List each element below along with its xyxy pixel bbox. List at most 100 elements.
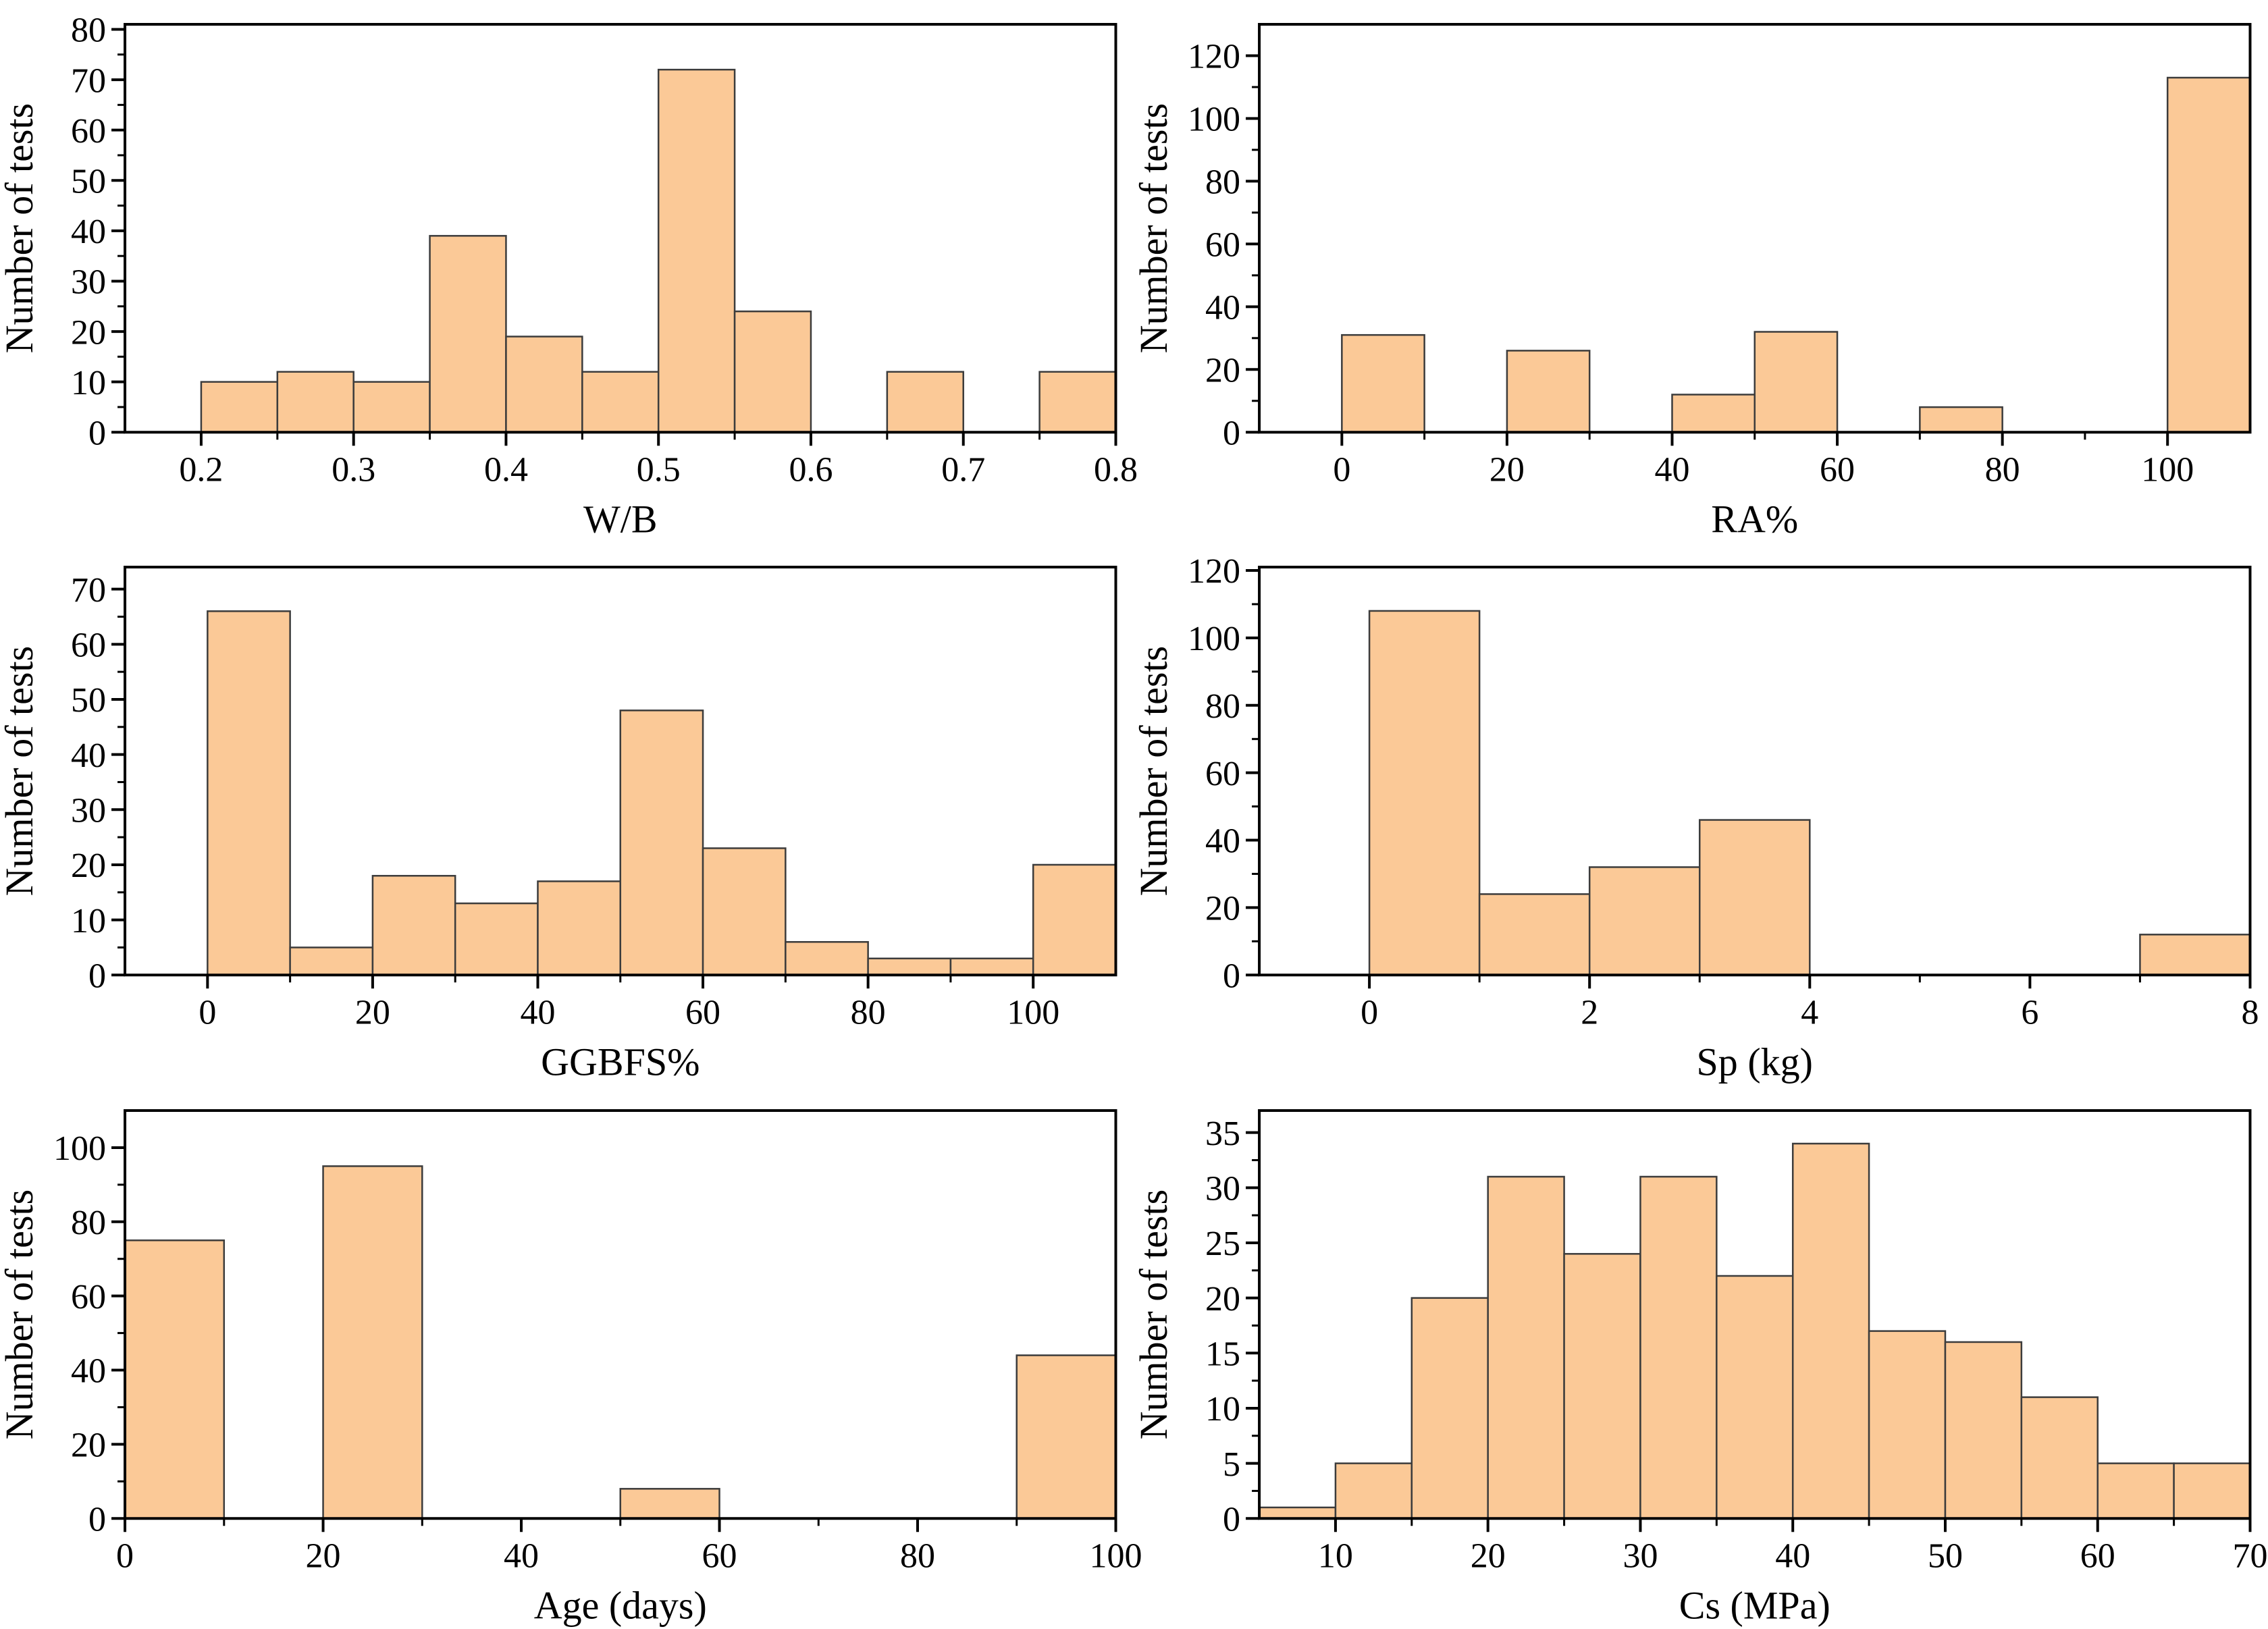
x-tick-label: 40 <box>1775 1537 1810 1575</box>
x-tick-label: 100 <box>2141 450 2194 489</box>
histogram-ra: 0 20 40 60 80 100 0 20 40 60 80 100 120 RA% Number of … <box>1132 23 2251 541</box>
histogram-bar <box>1334 1462 1413 1520</box>
plot-area-cs: 10 20 30 40 50 60 70 0 5 10 15 20 25 30 35 Cs (MPa) Numb… <box>1132 1109 2267 1627</box>
y-tick-label: 30 <box>1205 1169 1240 1208</box>
y-tick-label: 10 <box>71 364 106 402</box>
x-tick-label: 80 <box>1984 450 2020 489</box>
x-tick-label: 20 <box>1470 1537 1505 1575</box>
y-tick-label: 50 <box>71 682 106 720</box>
x-tick-label: 60 <box>1820 450 1855 489</box>
histogram-bar <box>1368 610 1480 976</box>
x-tick-label: 20 <box>1489 450 1524 489</box>
histogram-bar <box>2096 1462 2175 1520</box>
y-tick-label: 0 <box>88 1500 106 1539</box>
y-tick-label: 40 <box>71 737 106 775</box>
y-tick-label: 40 <box>1205 289 1240 327</box>
histogram-bar <box>1016 1354 1117 1520</box>
bars-group <box>200 68 1117 433</box>
x-axis-title: Sp (kg) <box>1696 1040 1812 1084</box>
y-tick-label: 35 <box>1205 1115 1240 1153</box>
histogram-bar <box>2020 1396 2099 1520</box>
histogram-bar <box>702 847 787 976</box>
histogram-age: 0 20 40 60 80 100 0 20 40 60 80 100 Age (days) Number… <box>0 1109 1142 1627</box>
y-tick-label: 50 <box>71 162 106 201</box>
y-tick-label: 120 <box>1188 553 1240 591</box>
x-tick-label: 60 <box>2080 1537 2115 1575</box>
bars-group <box>124 1165 1117 1520</box>
y-tick-label: 120 <box>1188 38 1240 76</box>
y-tick-label: 30 <box>71 263 106 302</box>
plot-area-ra: 0 20 40 60 80 100 0 20 40 60 80 100 120 RA% Number of … <box>1132 23 2251 541</box>
y-tick-label: 100 <box>53 1129 106 1168</box>
x-tick-label: 0.7 <box>941 450 985 489</box>
histogram-bar <box>352 381 431 433</box>
x-tick-label: 4 <box>1801 994 1818 1032</box>
histogram-ra-panel: 0 20 40 60 80 100 0 20 40 60 80 100 120 RA% Number of … <box>1132 0 2268 543</box>
histogram-bar <box>1486 1175 1565 1520</box>
histogram-bar <box>1698 819 1811 976</box>
y-tick-label: 20 <box>1205 352 1240 390</box>
y-tick-label: 15 <box>1205 1335 1240 1373</box>
histogram-cs-panel: 10 20 30 40 50 60 70 0 5 10 15 20 25 30 35 Cs (MPa) Numb… <box>1132 1086 2268 1629</box>
y-tick-label: 60 <box>71 1278 106 1316</box>
y-tick-label: 5 <box>1223 1445 1240 1483</box>
y-tick-label: 100 <box>1188 101 1240 139</box>
y-tick-label: 60 <box>1205 226 1240 265</box>
histogram-bar <box>276 371 354 433</box>
y-axis-title: Number of tests <box>0 646 41 897</box>
histogram-bar <box>1944 1341 2022 1520</box>
y-tick-label: 60 <box>71 112 106 151</box>
y-axis-title: Number of tests <box>0 103 41 354</box>
histogram-bar <box>619 1487 720 1520</box>
plot-border <box>124 23 1117 434</box>
y-axis-title: Number of tests <box>1132 103 1176 354</box>
histogram-bar <box>289 946 374 976</box>
x-tick-label: 80 <box>851 994 886 1032</box>
histogram-bar <box>619 710 704 976</box>
histogram-bar <box>1032 864 1117 976</box>
x-tick-label: 40 <box>504 1537 539 1575</box>
y-axis-title: Number of tests <box>0 1189 41 1439</box>
y-tick-label: 10 <box>1205 1390 1240 1428</box>
x-tick-label: 80 <box>900 1537 935 1575</box>
y-tick-label: 0 <box>1223 414 1240 452</box>
histogram-bar <box>1868 1330 1946 1520</box>
y-tick-label: 80 <box>71 1204 106 1242</box>
y-tick-label: 20 <box>71 313 106 352</box>
y-tick-label: 80 <box>1205 163 1240 202</box>
histogram-bar <box>2166 76 2251 433</box>
y-tick-label: 0 <box>1223 957 1240 996</box>
y-tick-label: 100 <box>1188 620 1240 658</box>
histogram-bar <box>886 371 964 433</box>
x-tick-label: 20 <box>306 1537 341 1575</box>
histogram-bar <box>2172 1462 2251 1520</box>
x-tick-label: 0.4 <box>484 450 528 489</box>
x-axis-title: Cs (MPa) <box>1679 1583 1830 1627</box>
histogram-cs: 10 20 30 40 50 60 70 0 5 10 15 20 25 30 35 Cs (MPa) Numb… <box>1132 1109 2267 1627</box>
plot-border <box>1257 1109 2251 1520</box>
x-tick-label: 50 <box>1927 1537 1962 1575</box>
y-tick-label: 0 <box>1223 1500 1240 1539</box>
x-tick-label: 0 <box>1333 450 1350 489</box>
y-tick-label: 20 <box>1205 1280 1240 1318</box>
x-tick-label: 0.8 <box>1094 450 1138 489</box>
histogram-bar <box>454 903 539 976</box>
bars-group <box>1340 76 2251 433</box>
y-tick-label: 25 <box>1205 1225 1240 1263</box>
plot-area-ggbfs: 0 20 40 60 80 100 0 10 20 30 40 50 60 70 GGBFS% Number … <box>0 566 1117 1084</box>
y-axis-title: Number of tests <box>1132 646 1176 897</box>
plot-border <box>1257 566 2251 977</box>
histogram-bar <box>429 235 507 433</box>
y-tick-label: 40 <box>71 213 106 251</box>
y-tick-label: 10 <box>71 902 106 940</box>
bars-group <box>1368 610 2251 976</box>
x-tick-label: 10 <box>1317 1537 1352 1575</box>
y-tick-label: 70 <box>71 571 106 610</box>
histogram-bar <box>1478 893 1590 976</box>
histogram-bar <box>1340 333 1425 433</box>
plot-area-age: 0 20 40 60 80 100 0 20 40 60 80 100 Age (days) Number… <box>0 1109 1142 1627</box>
histogram-bar <box>1753 331 1838 433</box>
x-tick-label: 0.2 <box>179 450 223 489</box>
